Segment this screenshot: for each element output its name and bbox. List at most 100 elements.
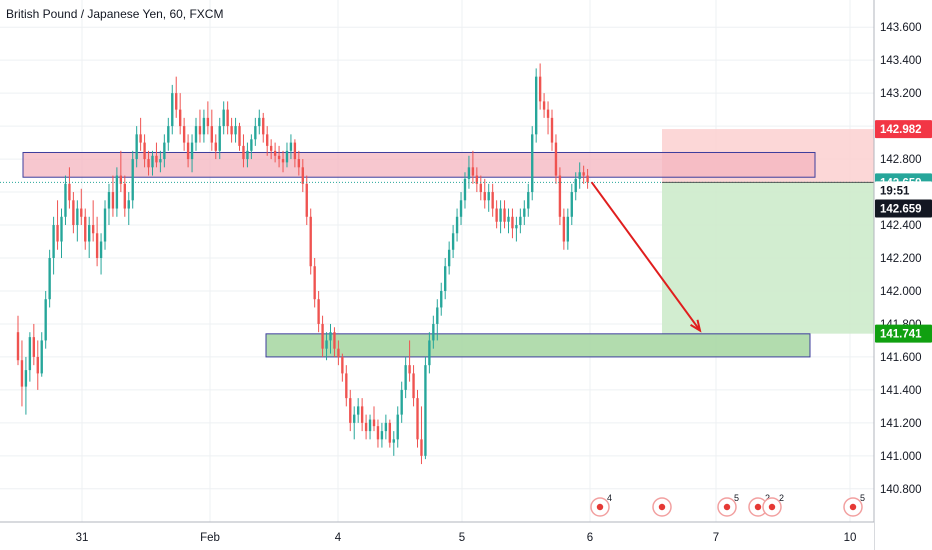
candle-body <box>155 155 158 163</box>
candle-body <box>495 208 498 222</box>
candle-body <box>139 134 142 143</box>
candle-body <box>463 178 467 201</box>
price-badge-label: 142.982 <box>880 124 922 136</box>
candle-body <box>285 150 289 163</box>
candle-body <box>289 142 293 151</box>
forecast-arrow <box>590 181 701 332</box>
candle-body <box>333 332 336 349</box>
candle-body <box>269 145 273 151</box>
candle-body <box>372 419 376 427</box>
candle-body <box>586 175 589 183</box>
candle-body <box>84 216 87 242</box>
candle-body <box>64 183 67 217</box>
candle-body <box>111 192 115 209</box>
candle-body <box>277 155 281 160</box>
candle-body <box>554 142 558 176</box>
candle-body <box>72 200 75 226</box>
y-tick-label: 141.200 <box>880 418 922 430</box>
candle-body <box>582 172 585 176</box>
event-marker-dot <box>849 503 857 511</box>
x-tick-labels: 31 Feb 4 5 6 7 10 <box>76 532 857 544</box>
candle-body <box>143 142 146 160</box>
chart-title: British Pound / Japanese Yen, 60, FXCM <box>6 7 223 21</box>
candle-body <box>459 200 463 217</box>
candle-body <box>396 414 399 440</box>
candle-body <box>91 225 95 234</box>
candle-body <box>36 356 39 374</box>
y-tick-labels: 143.600143.400143.200143.000142.800142.6… <box>880 22 922 496</box>
candle-body <box>550 117 554 143</box>
candle-body <box>380 431 384 440</box>
x-tick-label: 5 <box>459 532 465 544</box>
candle-body <box>436 307 439 324</box>
candle-body <box>246 150 249 160</box>
candle-body <box>471 167 475 176</box>
price-badge-label: 141.741 <box>880 329 922 341</box>
candle-body <box>546 109 550 118</box>
candle-body <box>384 422 388 432</box>
event-marker-count: 2 <box>765 493 770 503</box>
price-badge-label: 142.659 <box>880 204 922 216</box>
event-marker-count: 2 <box>779 493 784 503</box>
candle-body <box>68 183 71 201</box>
candle-body <box>16 332 20 361</box>
candle-body <box>420 439 423 456</box>
candle-body <box>262 117 265 135</box>
candle-body <box>135 134 138 160</box>
price-badge <box>875 324 932 343</box>
candle-body <box>202 117 206 135</box>
candle-body <box>88 225 91 242</box>
candle-body <box>432 323 435 341</box>
candle-body <box>578 172 581 179</box>
event-marker-count: 5 <box>860 493 865 503</box>
y-tick-label: 142.000 <box>880 286 922 298</box>
y-tick-label: 143.600 <box>880 22 922 34</box>
candle-body <box>531 134 534 193</box>
candle-body <box>95 233 99 258</box>
candle-body <box>412 373 415 399</box>
candle-body <box>353 414 356 423</box>
candle-body <box>309 216 312 267</box>
candle-body <box>107 192 111 209</box>
candle-body <box>254 126 257 140</box>
price-axis-background <box>874 0 932 550</box>
overlays <box>0 181 874 333</box>
candle-body <box>527 192 530 209</box>
price-badge-label: 19:51 <box>880 185 910 197</box>
candle-body <box>238 126 241 146</box>
candle-body <box>305 183 308 217</box>
candle-body <box>230 126 233 135</box>
candle-body <box>281 159 285 163</box>
candle-body <box>392 439 395 443</box>
candle-body <box>226 109 229 127</box>
candle-body <box>171 93 174 127</box>
candle-body <box>499 208 502 222</box>
forecast-arrow-head <box>690 319 702 333</box>
y-tick-label: 143.400 <box>880 55 922 67</box>
y-tick-label: 143.200 <box>880 88 922 100</box>
y-tick-label: 141.400 <box>880 385 922 397</box>
candle-body <box>190 142 194 160</box>
x-tick-label: 7 <box>713 532 719 544</box>
candle-body <box>428 340 431 366</box>
candle-body <box>80 208 83 217</box>
y-tick-label: 142.400 <box>880 220 922 232</box>
candle-body <box>503 208 506 222</box>
candle-body <box>447 249 451 267</box>
candle-body <box>24 370 28 387</box>
support-zone <box>265 333 811 358</box>
candle-body <box>32 337 36 357</box>
y-tick-label: 142.200 <box>880 253 922 265</box>
candle-body <box>424 365 427 456</box>
candle-body <box>345 373 348 399</box>
candle-body <box>20 360 24 387</box>
candle-body <box>99 241 103 258</box>
candle-body <box>349 398 352 423</box>
candle-body <box>186 142 190 160</box>
candle-body <box>574 178 577 193</box>
candle-body <box>515 225 518 229</box>
